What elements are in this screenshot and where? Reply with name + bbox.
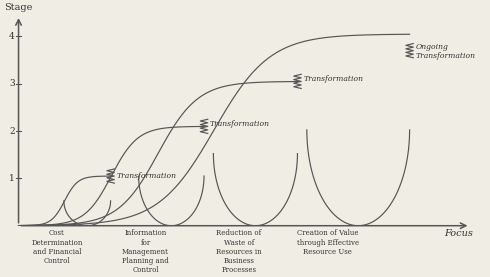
Text: Transformation: Transformation <box>210 120 270 128</box>
Text: Information
for
Management
Planning and
Control: Information for Management Planning and … <box>122 230 169 274</box>
Text: Creation of Value
through Effective
Resource Use: Creation of Value through Effective Reso… <box>297 230 359 256</box>
Text: Ongoing
Transformation: Ongoing Transformation <box>416 43 476 60</box>
Text: 1: 1 <box>9 174 15 183</box>
Text: Transformation: Transformation <box>117 172 177 180</box>
Text: 4: 4 <box>9 32 15 41</box>
Text: Stage: Stage <box>4 3 33 12</box>
Text: 2: 2 <box>9 127 15 135</box>
Text: Focus: Focus <box>444 230 473 238</box>
Text: Transformation: Transformation <box>303 75 364 83</box>
Text: 3: 3 <box>9 79 15 88</box>
Text: Reduction of
Waste of
Resources in
Business
Processes: Reduction of Waste of Resources in Busin… <box>216 230 262 274</box>
Text: Cost
Determination
and Financial
Control: Cost Determination and Financial Control <box>31 230 82 265</box>
